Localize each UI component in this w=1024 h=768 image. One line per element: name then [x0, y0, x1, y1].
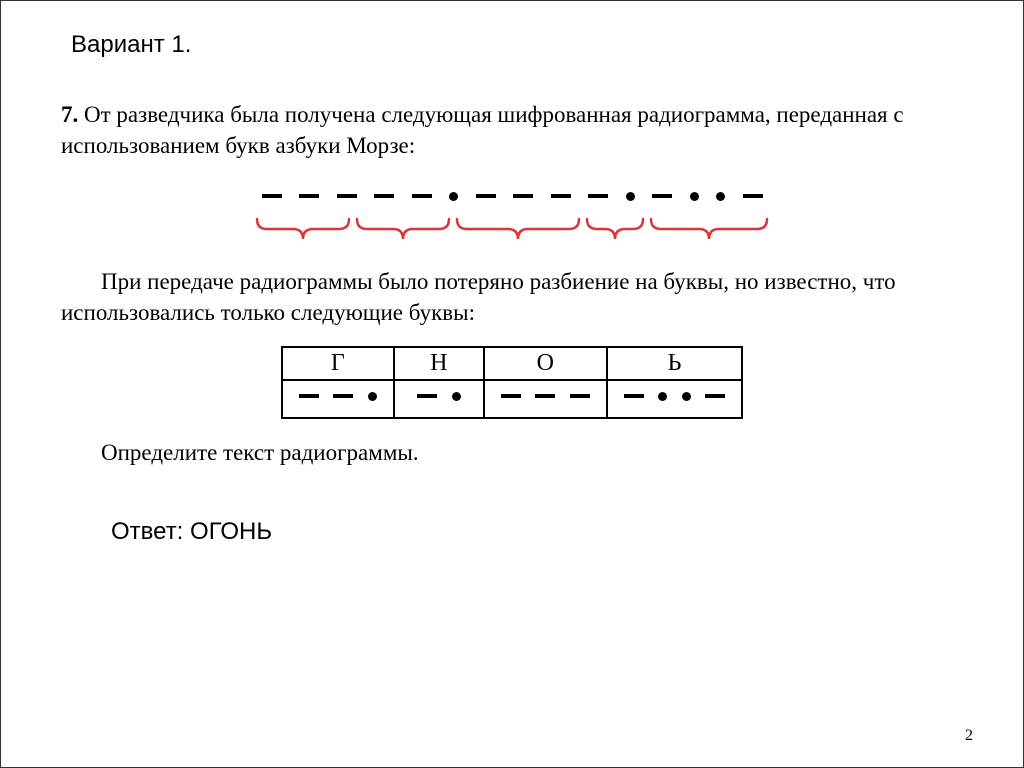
table-cell-letter: Н — [394, 347, 484, 380]
morse-table: ГНОЬ — [281, 346, 744, 419]
answer-value: ОГОНЬ — [190, 518, 272, 545]
problem-statement-2: При передаче радиограммы было потеряно р… — [61, 266, 963, 328]
table-cell-code — [484, 380, 607, 418]
table-cell-code — [282, 380, 394, 418]
answer-label: Ответ: — [111, 518, 190, 545]
answer-line: Ответ: ОГОНЬ — [111, 518, 963, 546]
table-cell-code — [394, 380, 484, 418]
task-line: Определите текст радиограммы. — [61, 437, 963, 468]
table-cell-code — [607, 380, 743, 418]
table-letter-row: ГНОЬ — [282, 347, 743, 380]
braces-row — [61, 215, 963, 250]
table-cell-letter: Г — [282, 347, 394, 380]
problem-number: 7. — [61, 102, 78, 127]
morse-sequence — [260, 179, 765, 213]
problem-statement-1: 7. От разведчика была получена следующая… — [61, 99, 963, 161]
problem-text-1: От разведчика была получена следующая ши… — [61, 102, 904, 158]
variant-title: Вариант 1. — [71, 31, 963, 59]
table-code-row — [282, 380, 743, 418]
braces-svg — [254, 215, 770, 245]
morse-sequence-block — [61, 179, 963, 213]
page-number: 2 — [965, 727, 973, 745]
table-cell-letter: О — [484, 347, 607, 380]
table-cell-letter: Ь — [607, 347, 743, 380]
